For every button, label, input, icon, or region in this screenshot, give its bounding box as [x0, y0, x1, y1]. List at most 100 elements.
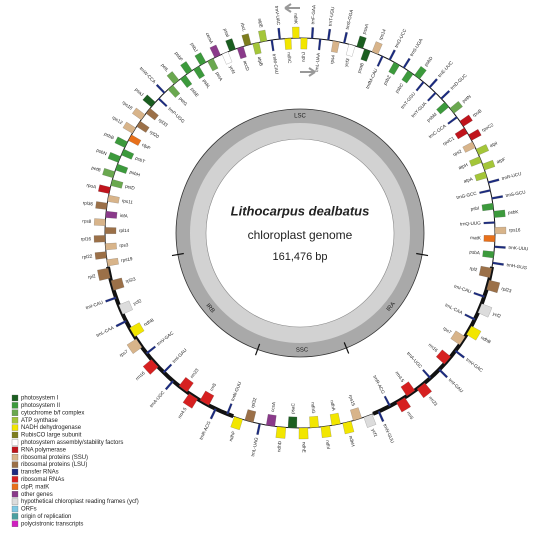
gene-label: petA [215, 71, 224, 83]
legend-label: clpP, matK [21, 484, 49, 490]
center-disc [205, 138, 395, 328]
gene-label: petB [91, 165, 102, 173]
gene-block [311, 27, 315, 39]
gene-block [118, 300, 133, 315]
gene-block [225, 38, 236, 52]
gene-label: rpoC1 [442, 135, 456, 146]
gene-block [300, 37, 308, 50]
gene-block [468, 129, 482, 141]
gene-label: atpI [489, 141, 498, 149]
arrow [284, 3, 300, 13]
gene-block [98, 184, 111, 194]
genome-length: 161,476 bp [272, 251, 327, 263]
gene-block [178, 377, 194, 393]
gene-block [145, 345, 156, 355]
gene-label: ndhH [348, 435, 355, 447]
gene-label: trnL-UAA [314, 52, 321, 72]
legend-swatch [11, 513, 19, 520]
gene-label: trnG-UCC [394, 27, 408, 48]
legend-swatch [11, 476, 19, 483]
gene-label: rrn16 [427, 342, 439, 353]
gene-block [270, 39, 275, 52]
gene-block [105, 242, 117, 251]
gene-label: rpl22 [82, 254, 93, 260]
gene-block [329, 412, 341, 426]
gene-block [107, 152, 121, 163]
gene-block [327, 28, 332, 41]
gene-block [167, 85, 181, 98]
gene-block [132, 107, 146, 120]
gene-label: psaC [290, 402, 295, 414]
gene-block [494, 245, 506, 249]
gene-block [478, 265, 492, 278]
gene-block [342, 421, 355, 435]
gene-block [162, 363, 173, 374]
gene-block [209, 44, 221, 58]
gene-label: trnQ-UUG [460, 220, 481, 226]
gene-label: rpl33 [158, 117, 169, 128]
gene-label: clpP [141, 142, 151, 151]
gene-label: ndhC [287, 52, 293, 64]
gene-label: ndhK [293, 13, 298, 25]
gene-block [194, 52, 207, 66]
gene-label: trnI-GAU [171, 347, 187, 363]
gene-block [486, 280, 501, 293]
gene-block [252, 42, 262, 55]
legend-swatch [11, 468, 19, 476]
gene-block [292, 26, 300, 39]
gene-label: trnI-CAU [85, 300, 104, 311]
gene-label: rpl16 [81, 236, 92, 241]
gene-label: petL [160, 63, 170, 73]
gene-label: trnD-GUC [450, 72, 469, 90]
region-boundary [416, 252, 429, 257]
gene-block [126, 338, 143, 354]
gene-block [388, 61, 400, 75]
gene-block [474, 171, 488, 182]
gene-label: psbB [103, 131, 115, 140]
legend-label: ORFs [21, 507, 37, 513]
gene-block [110, 277, 125, 291]
gene-block [427, 91, 437, 102]
gene-block [145, 108, 159, 121]
gene-label: rpl20 [149, 129, 161, 139]
gene-block [142, 94, 156, 108]
gene-label: trnE-UUC [437, 60, 454, 79]
region-boundary [171, 252, 184, 257]
gene-label: rps7 [119, 348, 130, 357]
gene-label: psbD [423, 55, 434, 67]
gene-label: rrn23 [189, 367, 200, 379]
gene-label: trnG-GCC [456, 191, 478, 201]
region-label: IRB [204, 303, 215, 315]
gene-block [95, 201, 108, 210]
gene-block [207, 58, 219, 72]
gene-block [221, 51, 233, 65]
gene-block [258, 29, 268, 43]
gene-block [491, 195, 504, 200]
gene-label: ycf1 [371, 428, 379, 438]
gene-block [164, 380, 174, 391]
gene-label: trnS-GGA [345, 8, 355, 30]
gene-block [402, 57, 411, 69]
gene-label: trnR-ACG [372, 374, 386, 395]
gene-label: rpoC2 [481, 122, 495, 133]
gene-label: rrn4.5 [394, 370, 405, 383]
gene-block [462, 141, 476, 153]
legend-label: ribosomal RNAs [21, 477, 64, 483]
gene-label: trnfM-CAU [365, 68, 379, 90]
gene-label: rpl23 [501, 286, 513, 294]
gene-block [477, 303, 493, 318]
gene-block [180, 61, 193, 75]
gene-label: rps19 [121, 256, 134, 263]
gene-block [97, 268, 111, 281]
gene-block [343, 31, 348, 44]
gene-label: ndhJ [301, 52, 306, 62]
legend-swatch [11, 431, 19, 439]
gene-label: rps3 [119, 242, 129, 248]
direction-arrows [284, 3, 316, 77]
gene-label: ndhB [143, 317, 155, 327]
gene-label: trnF-GAA [310, 4, 316, 25]
gene-block [482, 250, 495, 259]
gene-label: atpB [257, 56, 264, 66]
